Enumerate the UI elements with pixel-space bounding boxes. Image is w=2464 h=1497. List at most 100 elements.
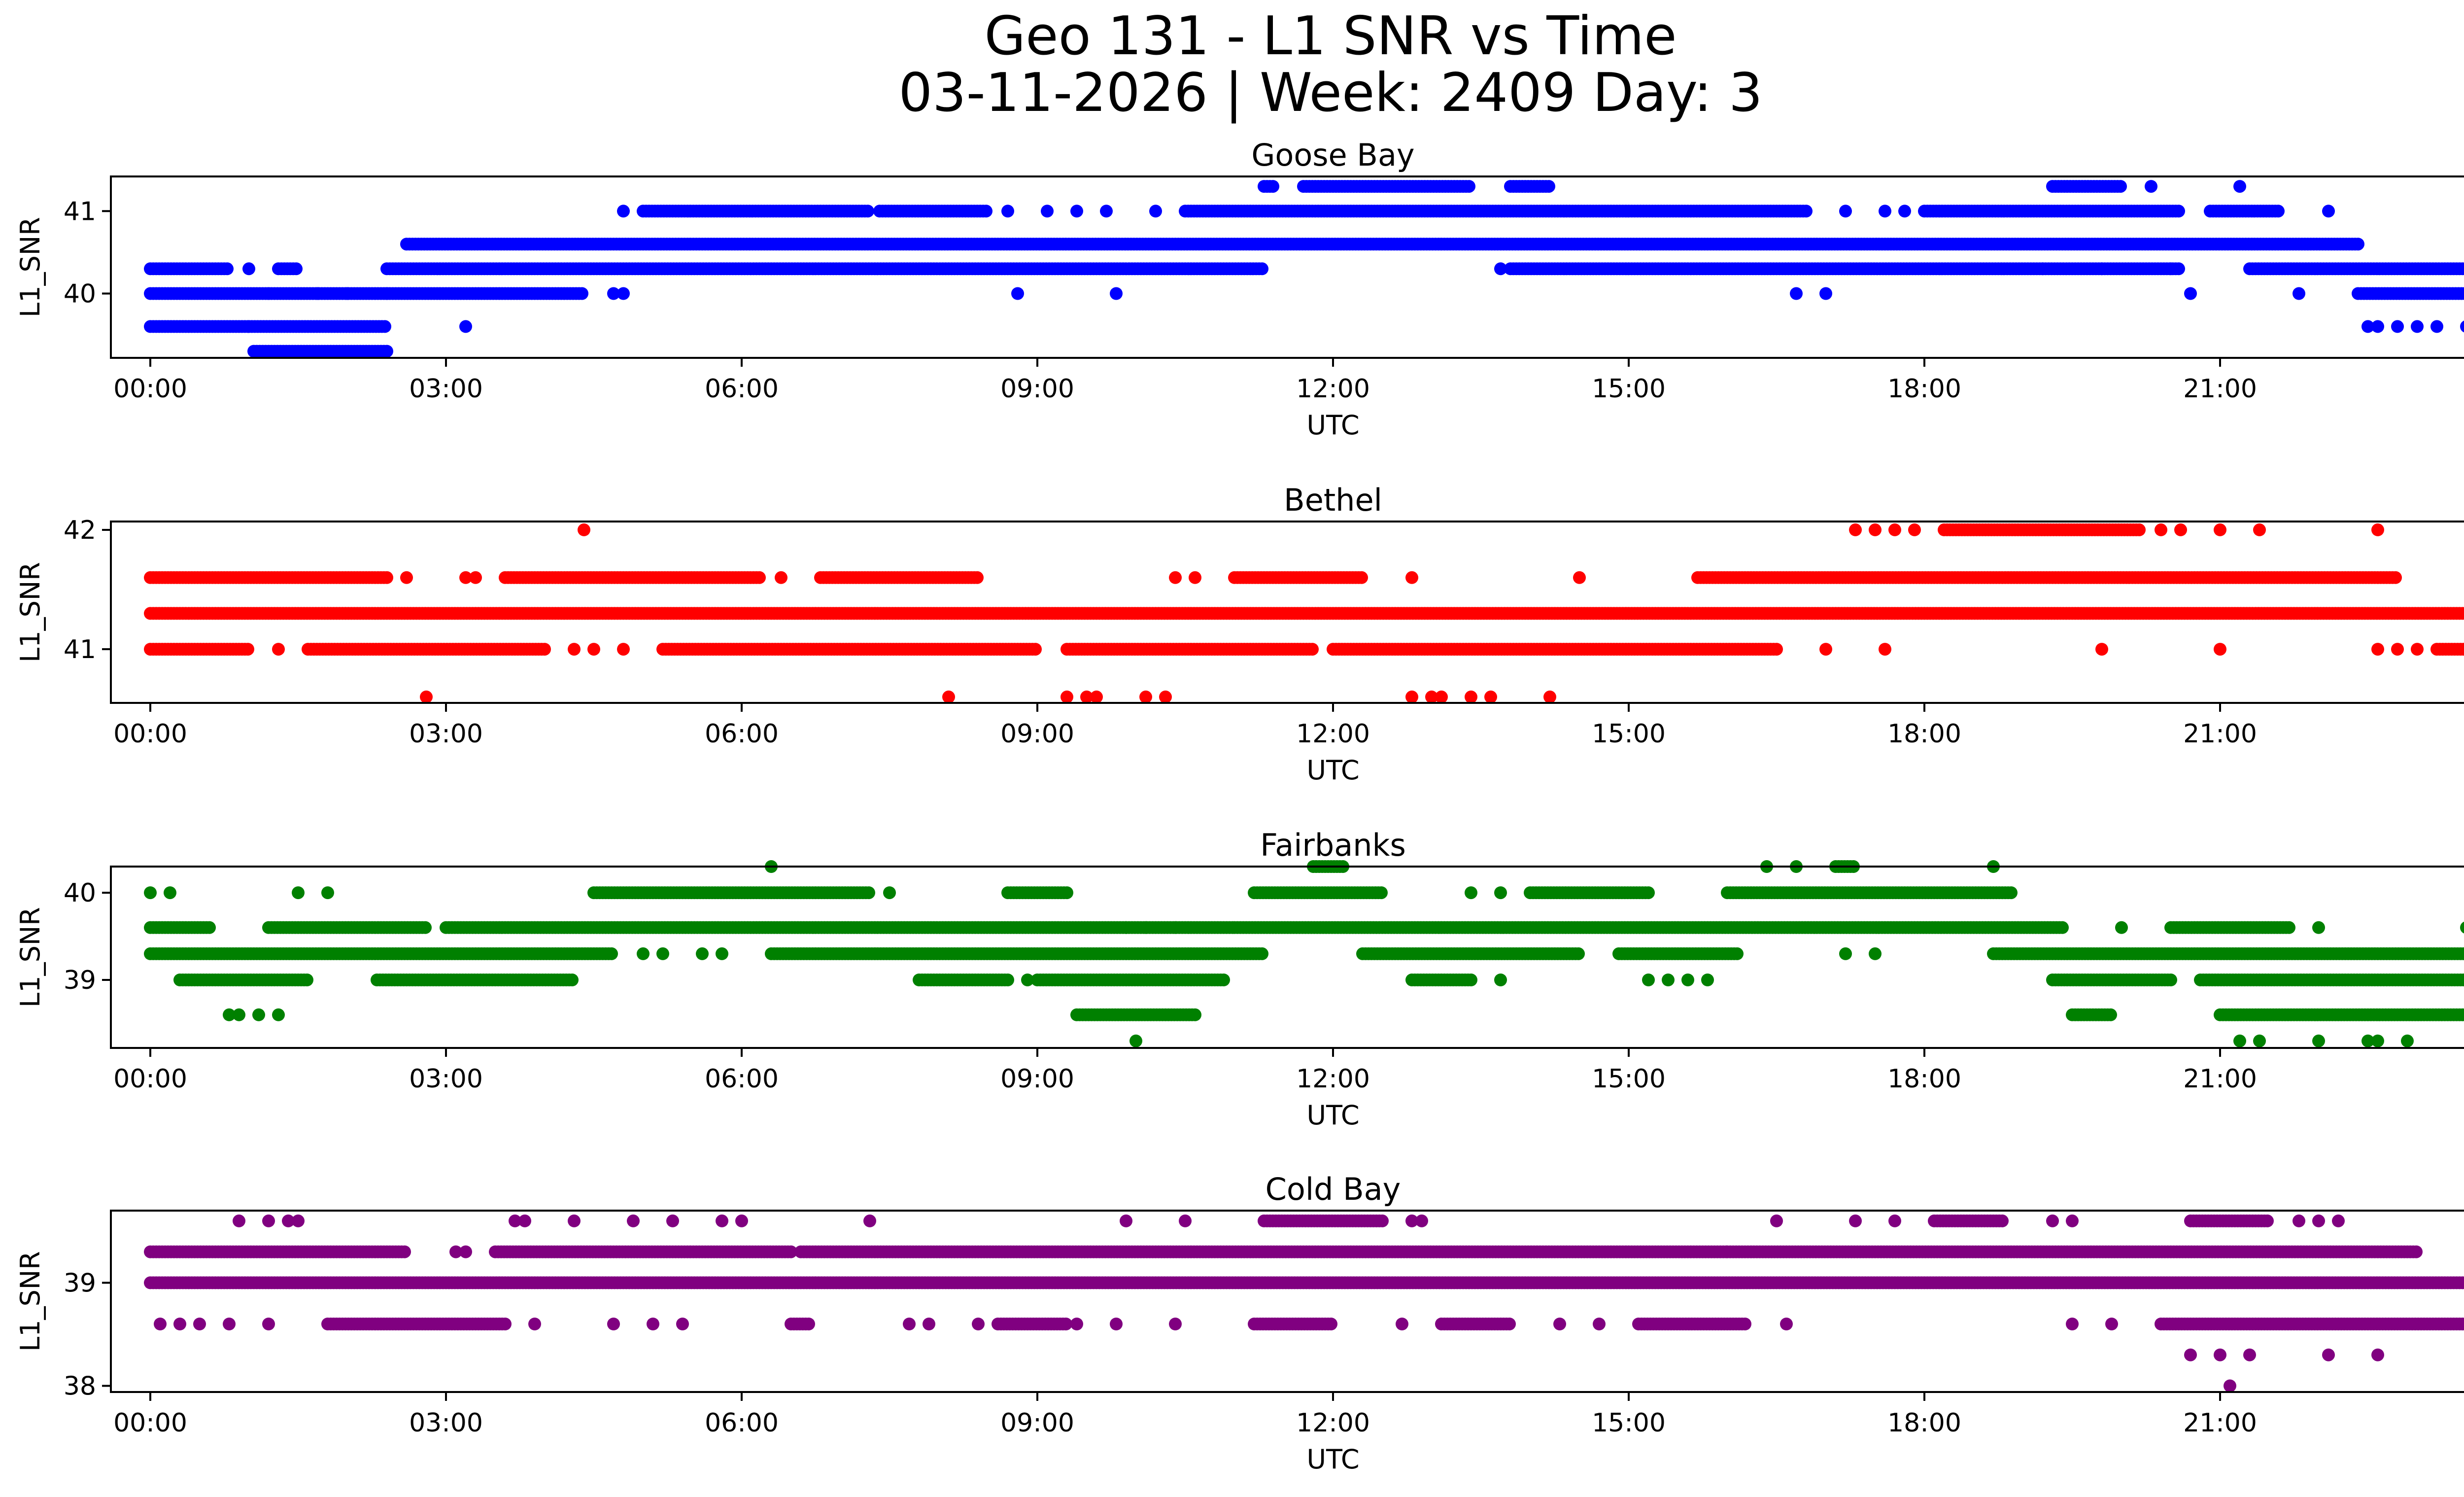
data-point	[2430, 320, 2443, 333]
data-point	[2174, 523, 2187, 536]
data-point	[1029, 643, 1042, 656]
data-point	[1189, 1009, 1201, 1021]
data-point	[1149, 205, 1162, 217]
data-point	[1189, 571, 1201, 584]
x-tick-label: 21:00	[2183, 719, 2257, 749]
data-point	[861, 205, 874, 217]
x-axis-label: UTC	[1306, 410, 1359, 441]
data-point	[2184, 287, 2197, 300]
data-point	[576, 287, 588, 300]
data-point	[1573, 571, 1586, 584]
data-point	[1543, 691, 1556, 703]
y-tick-label: 40	[64, 279, 96, 309]
data-point	[2293, 287, 2305, 300]
data-point	[2155, 523, 2167, 536]
y-tick-label: 41	[64, 635, 96, 664]
figure-title-line2: 03-11-2026 | Week: 2409 Day: 3	[898, 62, 1762, 124]
data-point	[241, 643, 254, 656]
data-point	[1908, 523, 1921, 536]
x-axis-label: UTC	[1306, 755, 1359, 786]
data-point	[2104, 1009, 2117, 1021]
data-point	[2253, 1035, 2266, 1047]
data-point	[1256, 262, 1268, 275]
x-tick-label: 09:00	[1000, 374, 1074, 404]
data-point	[380, 345, 393, 358]
data-point	[578, 523, 590, 536]
data-point	[1662, 974, 1675, 986]
data-point	[2401, 1035, 2414, 1047]
data-point	[272, 643, 285, 656]
data-point	[380, 571, 393, 584]
data-point	[2133, 523, 2146, 536]
data-point	[587, 643, 600, 656]
data-point	[1306, 643, 1319, 656]
x-tick-label: 21:00	[2183, 374, 2257, 404]
data-point	[1869, 523, 1882, 536]
data-point	[566, 974, 579, 986]
data-point	[2233, 1035, 2246, 1047]
data-point	[2322, 205, 2335, 217]
data-point	[2233, 180, 2246, 193]
data-point	[775, 571, 787, 584]
y-axis-label: L1_SNR	[15, 562, 46, 662]
data-point	[1849, 523, 1862, 536]
data-point	[1100, 205, 1113, 217]
x-tick-label: 00:00	[113, 719, 187, 749]
data-point	[980, 205, 992, 217]
data-point	[753, 571, 766, 584]
data-point	[1879, 643, 1891, 656]
data-point	[2214, 523, 2226, 536]
data-point	[290, 262, 303, 275]
data-point	[420, 691, 433, 703]
data-point	[2371, 643, 2384, 656]
data-point	[1465, 974, 1477, 986]
data-point	[617, 643, 630, 656]
data-point	[2391, 643, 2404, 656]
data-point	[1790, 287, 1803, 300]
panel-title: Bethel	[1284, 482, 1382, 518]
data-point	[2371, 523, 2384, 536]
figure-title-line1: Geo 131 - L1 SNR vs Time	[984, 5, 1677, 67]
data-point	[301, 974, 313, 986]
data-point	[2253, 523, 2266, 536]
data-point	[2312, 1035, 2325, 1047]
x-tick-label: 12:00	[1296, 374, 1370, 404]
x-tick-label: 06:00	[705, 719, 779, 749]
data-point	[1800, 205, 1813, 217]
data-point	[971, 571, 984, 584]
data-point	[2036, 262, 2049, 275]
x-tick-label: 15:00	[1592, 719, 1666, 749]
data-point	[1110, 287, 1123, 300]
data-point	[1542, 180, 1555, 193]
data-point	[2095, 262, 2108, 275]
data-point	[2172, 205, 2185, 217]
data-point	[1266, 180, 1279, 193]
data-point	[1405, 571, 1418, 584]
data-point	[221, 262, 234, 275]
data-point	[942, 691, 955, 703]
panel-title: Goose Bay	[1251, 137, 1414, 173]
data-point	[1405, 691, 1418, 703]
data-point	[242, 262, 255, 275]
data-point	[341, 287, 354, 300]
data-point	[1494, 262, 1507, 275]
x-tick-label: 18:00	[1887, 374, 1961, 404]
data-point	[1129, 1035, 1142, 1047]
data-point	[469, 571, 482, 584]
y-tick-label: 42	[64, 516, 96, 545]
x-tick-label: 09:00	[1000, 719, 1074, 749]
data-point	[1041, 205, 1054, 217]
data-point	[2145, 180, 2157, 193]
x-tick-label: 06:00	[705, 374, 779, 404]
data-point	[1494, 974, 1507, 986]
data-point	[1021, 974, 1034, 986]
data-point	[1484, 691, 1497, 703]
data-point	[2114, 180, 2127, 193]
data-point	[568, 643, 581, 656]
data-point	[2214, 643, 2226, 656]
x-tick-label: 03:00	[409, 719, 483, 749]
data-point	[2352, 238, 2364, 250]
